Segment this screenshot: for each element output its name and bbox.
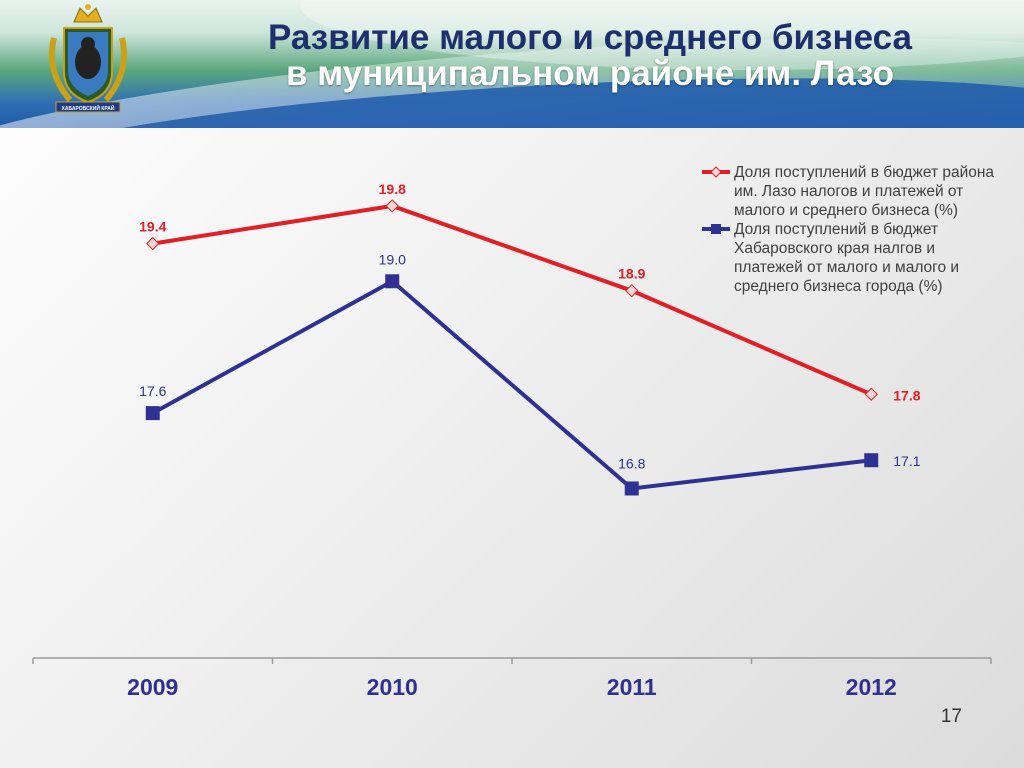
data-label: 19.4	[139, 219, 166, 235]
square-point-marker	[624, 481, 639, 496]
legend-label-series2: Доля поступлений в бюджет Хабаровского к…	[734, 221, 960, 295]
diamond-point-marker	[625, 283, 639, 298]
slide-number: 17	[940, 706, 962, 727]
data-label: 17.8	[893, 387, 920, 403]
header-banner: ХАБАРОВСКИЙ КРАЙ Развитие малого и средн…	[0, 0, 1024, 128]
x-tick-label: 2009	[127, 674, 178, 700]
x-axis: 2009 2010 2011 2012	[32, 657, 992, 700]
x-tick-label: 2012	[846, 674, 897, 700]
emblem-ribbon-text: ХАБАРОВСКИЙ КРАЙ	[62, 104, 115, 112]
chart-series: 19.4 19.8 18.9 17.8 17.6 19.0 16.8 17.1	[139, 181, 921, 496]
square-point-marker	[864, 453, 879, 468]
legend-label-series1: Доля поступлений в бюджет района им. Лаз…	[734, 164, 995, 219]
title-line-2: в муниципальном районе им. Лазо	[285, 54, 894, 93]
data-label: 16.8	[618, 455, 645, 471]
legend-diamond-marker-icon	[702, 166, 730, 178]
diamond-point-marker	[864, 387, 878, 401]
series-line-1	[152, 203, 873, 397]
data-label: 19.0	[379, 251, 406, 267]
series-line-2	[151, 279, 872, 491]
title-line-1: Развитие малого и среднего бизнеса	[268, 18, 912, 57]
diamond-point-marker	[385, 199, 399, 213]
chart-legend: Доля поступлений в бюджет района им. Лаз…	[700, 163, 1000, 296]
legend-item-series1: Доля поступлений в бюджет района им. Лаз…	[700, 163, 1000, 220]
square-point-marker	[385, 274, 400, 289]
data-label: 19.8	[379, 181, 406, 197]
page-title: Развитие малого и среднего бизнеса в мун…	[190, 20, 990, 92]
diamond-point-marker	[146, 236, 160, 251]
coat-of-arms-emblem: ХАБАРОВСКИЙ КРАЙ	[49, 4, 127, 113]
x-tick-label: 2010	[367, 674, 418, 700]
legend-item-series2: Доля поступлений в бюджет Хабаровского к…	[700, 220, 1000, 296]
data-label: 17.6	[139, 383, 166, 399]
x-tick-label: 2011	[607, 674, 657, 700]
data-label: 18.9	[618, 266, 645, 282]
square-point-marker	[145, 406, 160, 421]
legend-square-marker-icon	[702, 224, 730, 234]
data-label: 17.1	[893, 453, 920, 469]
